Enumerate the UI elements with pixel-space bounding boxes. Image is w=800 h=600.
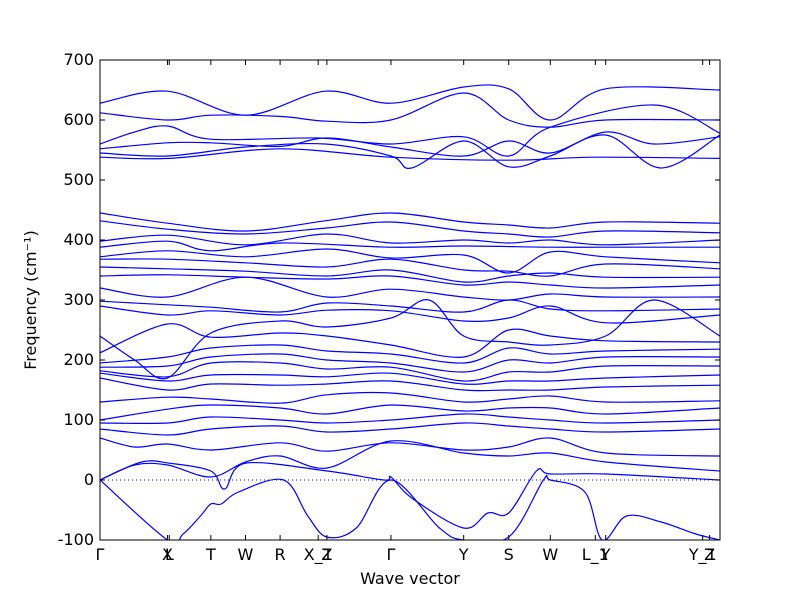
x-tick-label: T xyxy=(205,545,216,564)
series-layer xyxy=(100,84,720,540)
band-line-28 xyxy=(100,422,720,436)
band-line-30 xyxy=(100,440,720,481)
y-tick-label: 500 xyxy=(63,170,94,189)
y-tick-label: 100 xyxy=(63,410,94,429)
band-line-3 xyxy=(100,104,720,157)
x-tick-label: S xyxy=(504,545,514,564)
band-line-8 xyxy=(100,220,720,238)
x-tick-label: Y_1 xyxy=(688,545,717,565)
band-line-4 xyxy=(100,131,720,157)
band-line-16 xyxy=(100,299,720,313)
band-line-29 xyxy=(100,437,720,457)
band-line-14 xyxy=(100,274,720,289)
band-line-31 xyxy=(100,460,720,529)
band-line-17 xyxy=(100,305,720,324)
band-line-7 xyxy=(100,212,720,232)
x-tick-label: L xyxy=(165,545,174,564)
band-line-2 xyxy=(100,92,720,128)
y-tick-label: 600 xyxy=(63,110,94,129)
x-tick-label: X xyxy=(162,545,173,564)
y-tick-label: 400 xyxy=(63,230,94,249)
band-line-12 xyxy=(100,258,720,277)
plot-frame xyxy=(99,59,721,541)
band-line-21 xyxy=(100,353,720,373)
band-line-24 xyxy=(100,377,720,392)
band-line-9 xyxy=(100,233,720,246)
band-line-20 xyxy=(100,344,720,364)
x-tick-label: L_1 xyxy=(582,545,609,565)
band-line-27 xyxy=(100,413,720,425)
x-tick-label: Z xyxy=(321,545,332,564)
x-tick-label: Γ xyxy=(386,545,395,564)
x-axis-label: Wave vector xyxy=(360,569,460,588)
band-line-10 xyxy=(100,240,720,252)
band-line-1 xyxy=(100,84,720,121)
x-axis-ticks: Γ XL T W R X_1Z Γ Y S W L_1Y Y_1Z xyxy=(96,60,717,565)
band-line-23 xyxy=(100,372,720,385)
y-tick-label: 300 xyxy=(63,290,94,309)
x-tick-label: X_1 xyxy=(304,545,333,565)
band-line-25 xyxy=(100,391,720,404)
band-line-15 xyxy=(100,276,720,301)
band-line-19 xyxy=(100,323,720,358)
y-tick-label: 0 xyxy=(84,470,94,489)
x-tick-label: W xyxy=(238,545,254,564)
x-tick-label: W xyxy=(542,545,558,564)
band-line-11 xyxy=(100,248,720,274)
band-line-13 xyxy=(100,266,720,283)
y-tick-label: 700 xyxy=(63,50,94,69)
x-tick-label: R xyxy=(275,545,286,564)
band-line-22 xyxy=(100,361,720,382)
band-line-5 xyxy=(100,134,720,169)
x-tick-label: Y xyxy=(600,545,611,564)
y-axis-ticks: -100 0 100 200 300 400 500 600 700 xyxy=(58,50,720,549)
band-line-18 xyxy=(100,299,720,380)
x-tick-label: Z xyxy=(704,545,715,564)
band-line-26 xyxy=(100,404,720,421)
y-tick-label: -100 xyxy=(58,530,94,549)
x-tick-label: Y xyxy=(458,545,469,564)
x-tick-label: Γ xyxy=(96,545,105,564)
band-line-32 xyxy=(100,474,720,540)
y-axis-label: Frequency (cm⁻¹) xyxy=(21,230,40,369)
band-line-6 xyxy=(100,148,720,161)
y-tick-label: 200 xyxy=(63,350,94,369)
